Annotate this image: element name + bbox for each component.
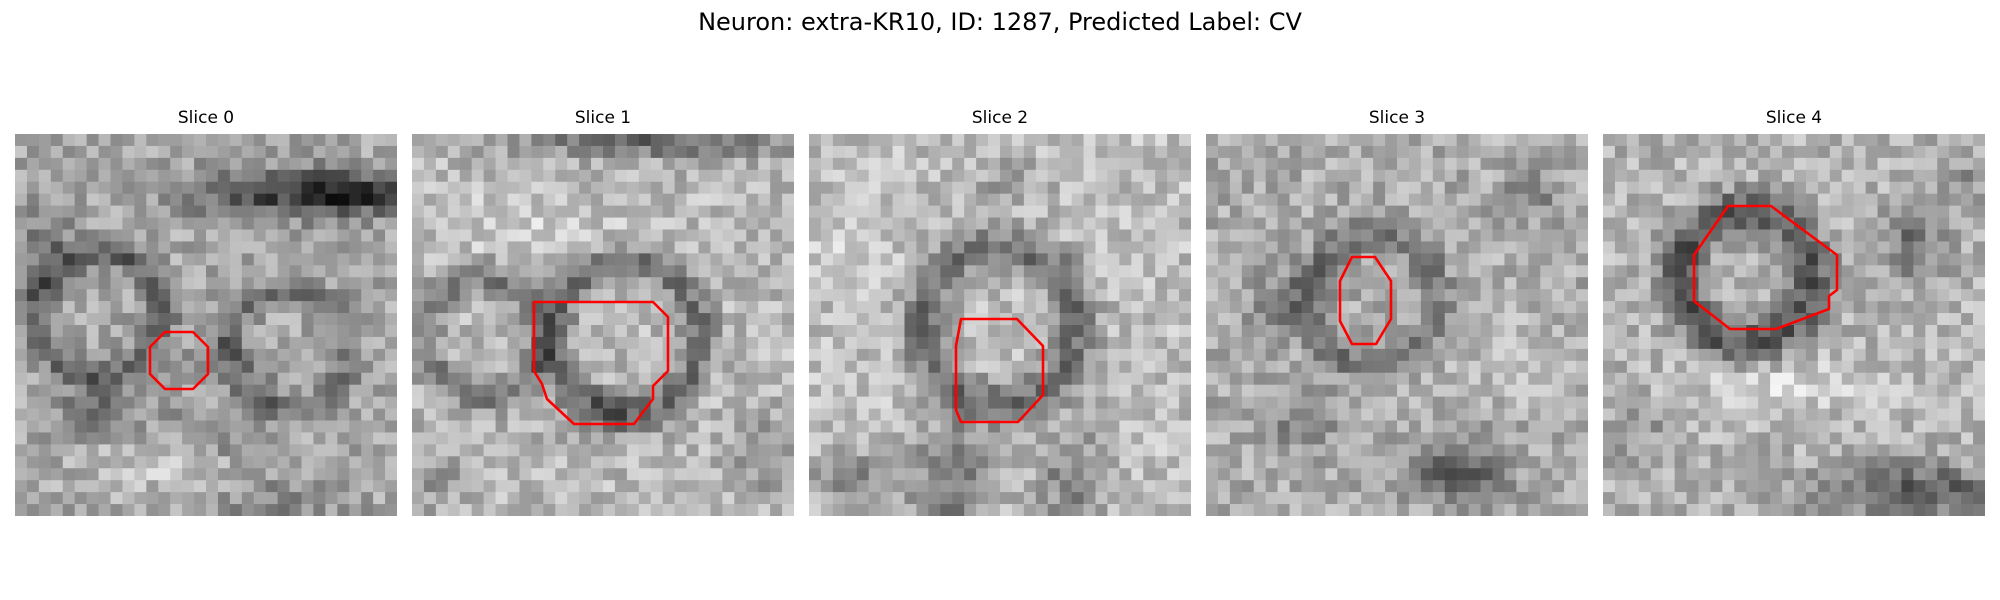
slice-title-2: Slice 2 <box>971 108 1029 128</box>
roi-outline <box>148 330 210 391</box>
slice-pixels <box>1603 134 1985 516</box>
slice-panel-3: Slice 3 <box>1206 107 1588 517</box>
slice-image-3 <box>1206 134 1588 516</box>
slice-image-1 <box>412 134 794 516</box>
slice-pixels <box>412 134 794 516</box>
roi-outline <box>954 317 1045 424</box>
slice-image-4 <box>1603 134 1985 516</box>
roi-outline <box>1338 255 1393 346</box>
slice-panel-2: Slice 2 <box>809 107 1191 517</box>
slice-pixels <box>1206 134 1588 516</box>
slice-image-2 <box>809 134 1191 516</box>
slice-title-1: Slice 1 <box>574 108 632 128</box>
slice-title-3: Slice 3 <box>1368 108 1426 128</box>
slice-image-0 <box>15 134 397 516</box>
slice-title-0: Slice 0 <box>177 108 235 128</box>
slice-pixels <box>809 134 1191 516</box>
slice-panel-0: Slice 0 <box>15 107 397 517</box>
figure-title: Neuron: extra-KR10, ID: 1287, Predicted … <box>698 8 1302 36</box>
slice-panel-1: Slice 1 <box>412 107 794 517</box>
roi-outline <box>1692 204 1839 331</box>
slice-title-4: Slice 4 <box>1765 108 1823 128</box>
roi-outline <box>532 300 670 426</box>
slice-panel-4: Slice 4 <box>1603 107 1985 517</box>
slice-pixels <box>15 134 397 516</box>
